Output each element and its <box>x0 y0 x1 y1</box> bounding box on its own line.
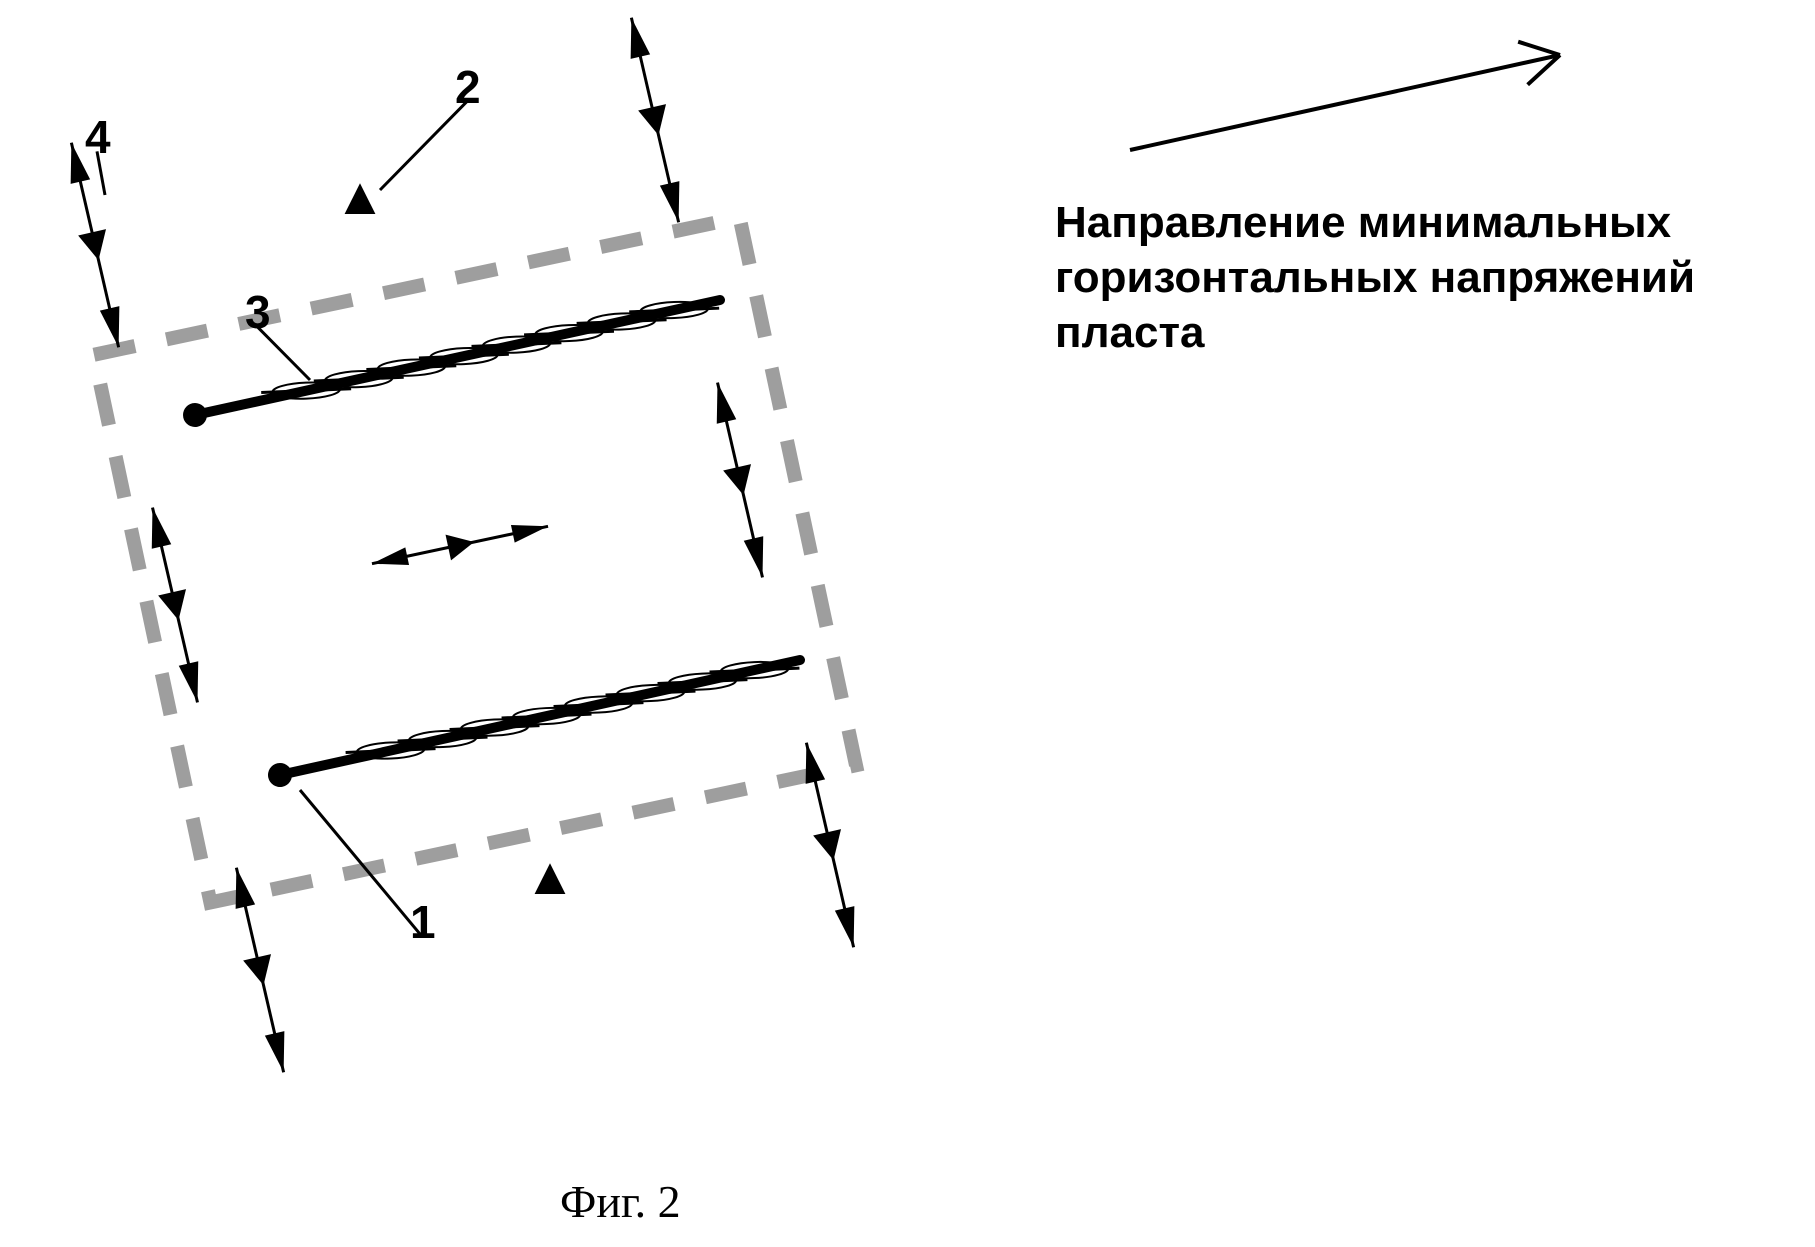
stress-caption: Направление минимальных горизонтальных н… <box>1055 195 1695 360</box>
figure-canvas: 1 2 3 4 Направление минимальных горизонт… <box>0 0 1815 1247</box>
stress-arrow <box>0 0 1815 1247</box>
figure-caption: Фиг. 2 <box>560 1175 681 1228</box>
